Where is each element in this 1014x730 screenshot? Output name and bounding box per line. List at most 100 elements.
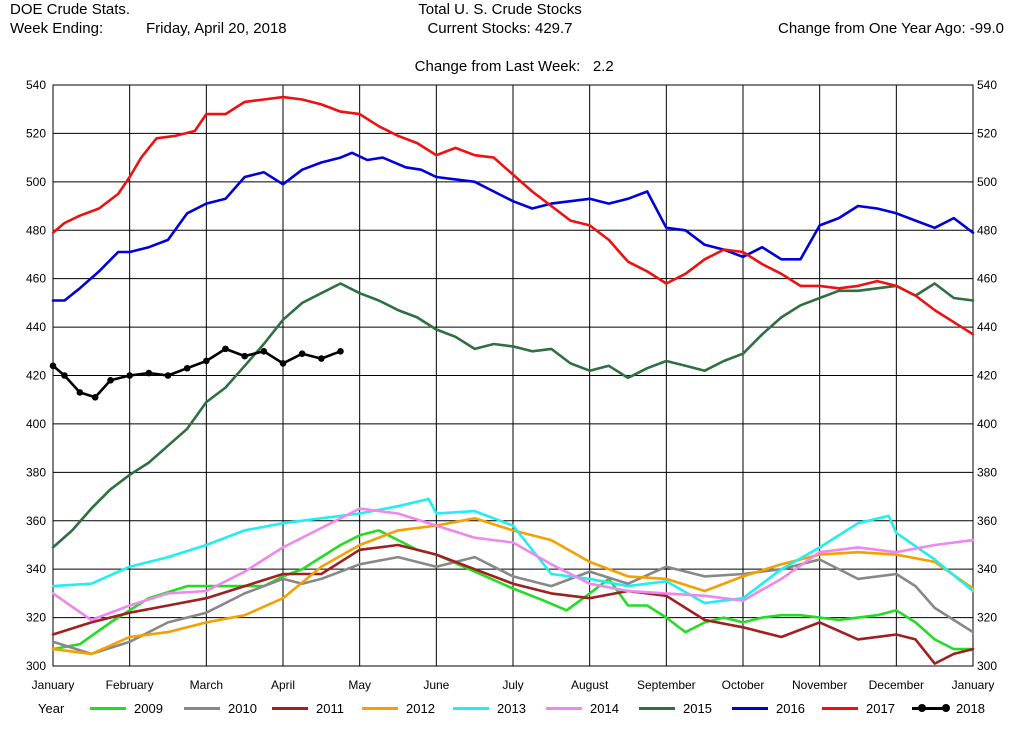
legend-swatch [90, 707, 126, 710]
series-line-2016 [51, 151, 975, 302]
y-tick-label-left: 340 [26, 562, 46, 576]
point-2018 [107, 377, 114, 384]
point-2018 [298, 350, 306, 358]
legend-swatch [184, 707, 220, 710]
y-tick-label-left: 540 [26, 78, 46, 92]
legend-item-2011: 2011 [272, 701, 344, 716]
legend-label: 2013 [497, 701, 526, 716]
point-2018 [318, 355, 325, 362]
series-line-2017 [51, 95, 975, 336]
point-2018 [337, 347, 344, 355]
x-tick-label: January [952, 678, 995, 692]
series-line-2014 [51, 507, 975, 622]
legend-label: 2009 [134, 701, 163, 716]
y-tick-label-left: 500 [26, 175, 46, 189]
legend-title: Year [38, 701, 65, 716]
x-tick-label: August [571, 678, 609, 692]
week-ending-label: Week Ending: [10, 20, 104, 37]
legend-marker [918, 704, 926, 712]
y-tick-label-right: 520 [977, 126, 997, 140]
legend-swatch [546, 707, 582, 710]
legend-swatch [639, 707, 675, 710]
x-tick-label: May [348, 678, 371, 692]
crude-stocks-chart: 300 300 320 320 340 340 360 360 380 380 400 400 420 4… [26, 78, 997, 692]
change-last-week: Change from Last Week: 2.2 [390, 38, 630, 76]
y-tick-label-right: 400 [977, 417, 997, 431]
y-tick-label-left: 360 [26, 514, 46, 528]
point-2018 [222, 345, 229, 353]
legend-label: 2016 [776, 701, 805, 716]
point-2018 [241, 352, 248, 360]
series-line-2009 [51, 529, 975, 651]
legend-swatch [732, 707, 768, 710]
y-tick-label-left: 480 [26, 223, 46, 237]
legend-swatch [453, 707, 489, 710]
x-tick-label: November [792, 678, 847, 692]
x-tick-label: June [423, 678, 449, 692]
series-line-2010 [51, 555, 975, 656]
legend-item-2018: 2018 [912, 701, 985, 716]
legend-swatch [272, 707, 308, 710]
series-line-2011 [51, 543, 975, 665]
legend-item-2010: 2010 [184, 701, 257, 716]
series-line-2013 [51, 497, 975, 605]
y-tick-label-right: 460 [977, 272, 997, 286]
y-tick-label-right: 480 [977, 223, 997, 237]
legend-item-2012: 2012 [362, 701, 435, 716]
y-tick-label-right: 360 [977, 514, 997, 528]
point-2018 [260, 347, 268, 355]
legend-label: 2012 [406, 701, 435, 716]
y-tick-label-right: 340 [977, 562, 997, 576]
legend-label: 2017 [866, 701, 895, 716]
change-year-ago: Change from One Year Ago: -99.0 [778, 20, 1004, 37]
x-tick-label: December [869, 678, 924, 692]
x-tick-label: September [637, 678, 696, 692]
legend-item-2017: 2017 [822, 701, 895, 716]
legend-swatch [362, 707, 398, 710]
legend-label: 2010 [228, 701, 257, 716]
legend-item-2014: 2014 [546, 701, 619, 716]
chart-title: Total U. S. Crude Stocks [418, 1, 582, 18]
point-2018 [91, 393, 99, 401]
change-last-week-value: 2.2 [592, 58, 614, 75]
y-tick-label-left: 420 [26, 369, 46, 383]
y-tick-label-left: 520 [26, 126, 46, 140]
current-stocks: Current Stocks: 429.7 [427, 20, 573, 37]
x-tick-label: July [502, 678, 523, 692]
legend-label: 2018 [956, 701, 985, 716]
y-tick-label-right: 320 [977, 611, 997, 625]
y-tick-label-left: 300 [26, 659, 46, 673]
y-tick-label-left: 400 [26, 417, 46, 431]
point-2018 [203, 357, 210, 365]
x-tick-label: April [271, 678, 295, 692]
point-2018 [145, 369, 153, 377]
x-tick-label: March [190, 678, 223, 692]
y-tick-label-right: 540 [977, 78, 997, 92]
y-tick-label-right: 500 [977, 175, 997, 189]
legend-label: 2011 [316, 701, 344, 716]
legend-swatch [822, 707, 858, 710]
y-tick-label-right: 380 [977, 465, 997, 479]
legend-marker [942, 704, 950, 712]
y-tick-label-left: 380 [26, 465, 46, 479]
legend: Year 2009 2010 2011 2012 2013 2014 2015 2016 201… [0, 701, 1014, 723]
point-2018 [126, 372, 133, 379]
legend-item-2015: 2015 [639, 701, 712, 716]
change-last-week-label: Change from Last Week: [414, 58, 581, 75]
legend-label: 2015 [683, 701, 712, 716]
series-line-2015 [51, 282, 975, 549]
point-2018 [164, 372, 172, 379]
y-tick-label-left: 320 [26, 611, 46, 625]
legend-item-2009: 2009 [90, 701, 163, 716]
point-2018 [49, 362, 57, 370]
legend-label: 2014 [590, 701, 619, 716]
x-tick-label: October [722, 678, 765, 692]
point-2018 [61, 372, 68, 379]
point-2018 [76, 389, 84, 396]
legend-swatch [912, 704, 950, 712]
y-tick-label-right: 440 [977, 320, 997, 334]
point-2018 [183, 364, 191, 372]
legend-item-2016: 2016 [732, 701, 805, 716]
x-tick-label: January [32, 678, 75, 692]
y-tick-label-left: 460 [26, 272, 46, 286]
